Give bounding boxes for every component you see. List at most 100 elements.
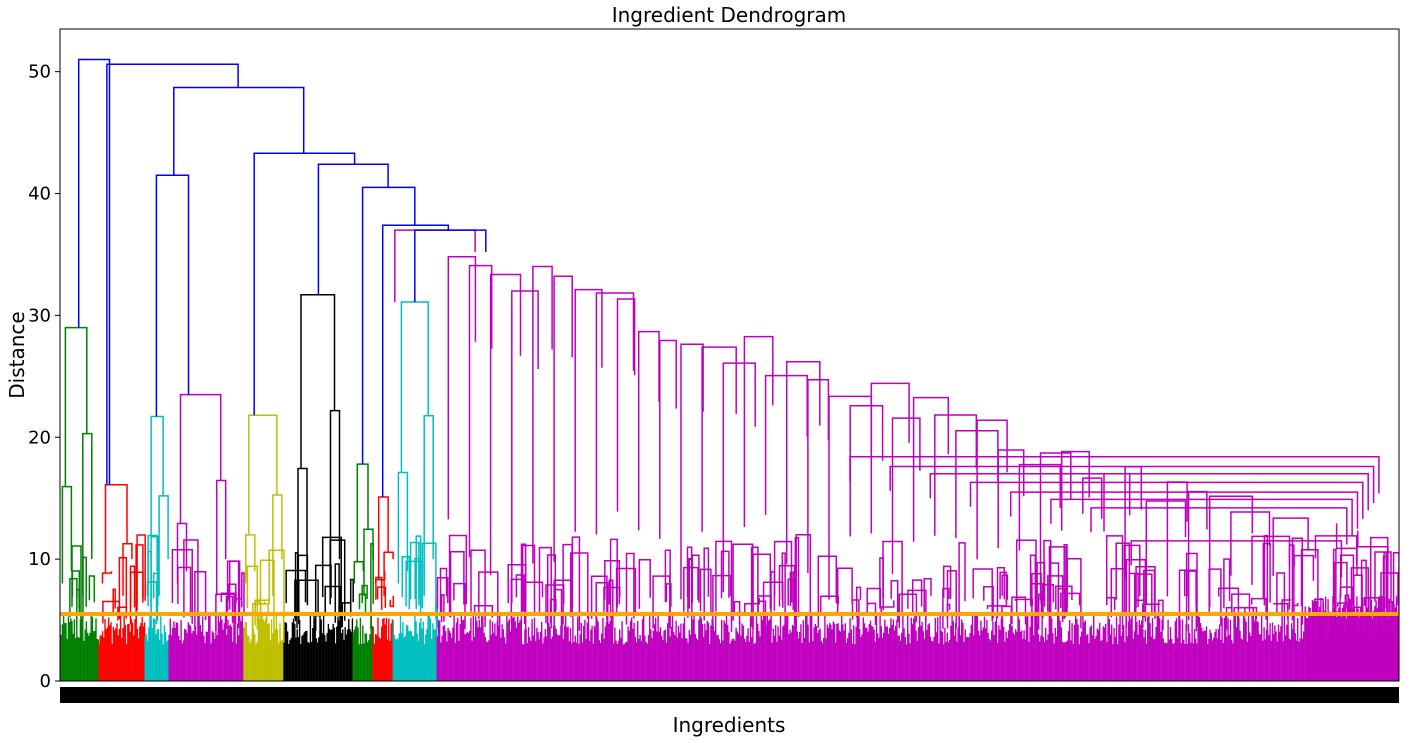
magenta-bridge-link [929, 473, 1369, 511]
cluster-link [942, 587, 950, 629]
cluster-top-link [150, 415, 164, 536]
cluster-link [615, 567, 637, 617]
cluster-sub-link [329, 409, 341, 596]
blue-link [155, 174, 190, 417]
cluster-sub-link [82, 432, 93, 596]
cluster-link [699, 568, 712, 614]
cluster-sub-link [423, 414, 434, 596]
magenta-link [701, 346, 737, 532]
cluster-dense-1 [98, 612, 146, 681]
cluster-link [855, 586, 862, 618]
cluster-link [220, 592, 237, 603]
cluster-top-link [64, 326, 88, 487]
cluster-link [453, 582, 466, 630]
cluster-link [88, 575, 96, 603]
cluster-top-link [300, 293, 336, 469]
cluster-link [703, 547, 710, 621]
y-tick-label: 20 [28, 427, 51, 448]
magenta-bridge-link [969, 481, 1364, 519]
cluster-link [1208, 568, 1222, 626]
cluster-link [252, 601, 266, 632]
blue-link [106, 63, 239, 485]
magenta-link [870, 382, 910, 534]
magenta-bridge-link [889, 465, 1375, 504]
magenta-link [680, 343, 704, 600]
cluster-link [76, 588, 80, 628]
cluster-link [750, 546, 759, 627]
cluster-link [112, 588, 116, 613]
cluster-link [983, 586, 994, 619]
magenta-bridge-link [1130, 540, 1343, 578]
y-tick-label: 10 [28, 549, 51, 570]
cluster-link [1225, 605, 1233, 630]
cluster-link [414, 557, 420, 599]
cluster-sub-link [158, 495, 169, 596]
cluster-link [405, 560, 424, 607]
magenta-link [595, 292, 635, 535]
cluster-link [1055, 585, 1073, 610]
cluster-link [1143, 569, 1156, 618]
cluster-link [604, 560, 621, 605]
cluster-top-link [179, 393, 222, 524]
blue-link [361, 186, 416, 465]
cluster-link [554, 588, 563, 629]
cluster-link [228, 560, 241, 621]
magenta-link [447, 256, 477, 520]
cluster-link [665, 583, 672, 607]
cluster-link [1185, 552, 1198, 631]
magenta-link [468, 264, 493, 558]
magenta-link [511, 290, 539, 604]
chart-title: Ingredient Dendrogram [612, 3, 847, 27]
x-tick-labels [60, 687, 1399, 703]
cluster-sub-link [245, 534, 256, 584]
cluster-link [1360, 559, 1367, 625]
cluster-link [946, 570, 957, 629]
magenta-link [912, 396, 950, 542]
cluster-link [789, 571, 794, 610]
cluster-link [324, 585, 341, 628]
cluster-link [246, 565, 259, 630]
cluster-link [907, 589, 927, 622]
cluster-link [923, 578, 932, 614]
magenta-link [1145, 500, 1187, 604]
cluster-link [473, 604, 494, 618]
magenta-link [1060, 450, 1090, 531]
cluster-dense-0 [60, 612, 100, 681]
cluster-link [521, 544, 536, 616]
x-axis-label: Ingredients [673, 713, 786, 737]
cluster-link [595, 581, 609, 630]
cluster-sub-link [363, 528, 374, 596]
cluster-link [996, 566, 1005, 619]
cluster-link [1374, 551, 1392, 627]
magenta-link [1251, 535, 1291, 585]
magenta-link [722, 362, 756, 593]
magenta-link [659, 339, 677, 539]
cluster-link [986, 599, 1008, 610]
cluster-link [958, 542, 966, 630]
cluster-link [470, 549, 486, 627]
magenta-bridge-link [1090, 507, 1348, 545]
cluster-sub-link [147, 534, 158, 584]
cluster-link [1105, 535, 1124, 631]
magenta-link [743, 335, 774, 527]
cluster-top-link [356, 463, 369, 562]
cluster-link [478, 571, 499, 629]
cluster-link [294, 579, 298, 629]
cluster-link [1292, 603, 1299, 607]
cluster-link [375, 576, 383, 610]
cluster-dense-9 [436, 612, 1399, 681]
cluster-sub-link [272, 494, 283, 596]
y-tick-label: 40 [28, 184, 51, 205]
cluster-link [972, 568, 993, 622]
cluster-link [1291, 537, 1304, 625]
cluster-link [241, 572, 245, 613]
cluster-link [571, 536, 581, 631]
cluster-link [259, 559, 275, 627]
magenta-link [1230, 511, 1271, 576]
cluster-dense-7 [372, 617, 394, 681]
y-tick-label: 30 [28, 305, 51, 326]
magenta-bridge-link [849, 456, 1380, 494]
blue-link [77, 58, 111, 485]
cluster-link [781, 552, 786, 631]
magenta-link [976, 419, 1008, 560]
